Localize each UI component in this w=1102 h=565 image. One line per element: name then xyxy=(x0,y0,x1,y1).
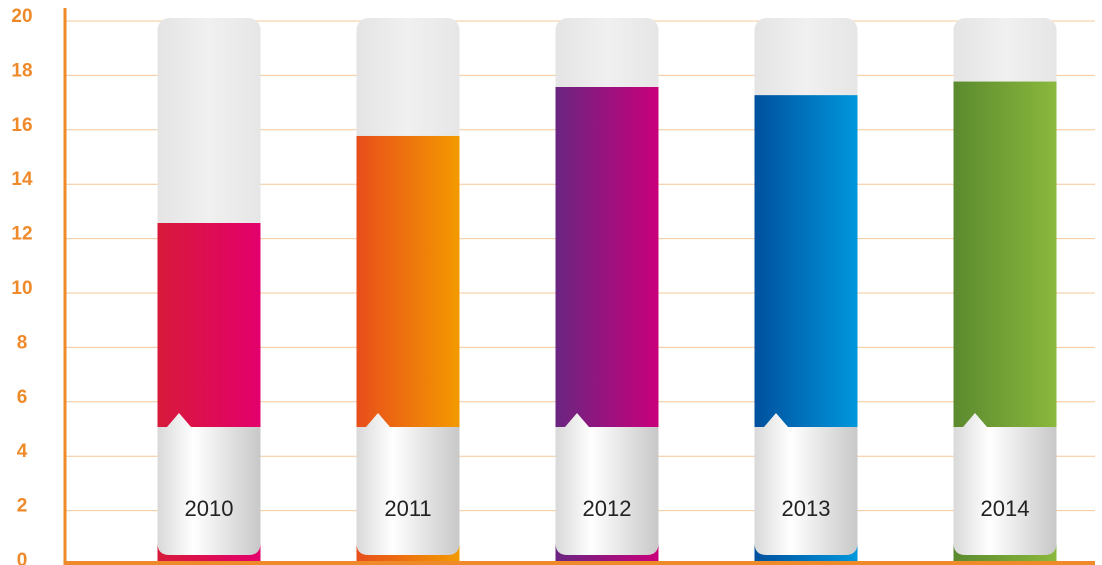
y-tick-label: 18 xyxy=(11,60,32,81)
x-tick-label: 2010 xyxy=(185,496,234,521)
y-tick-label: 16 xyxy=(11,115,32,136)
label-tab xyxy=(157,413,261,555)
x-tick-label: 2013 xyxy=(782,496,831,521)
y-tick-label: 14 xyxy=(11,169,33,190)
label-tab xyxy=(555,413,659,555)
x-tick-label: 2014 xyxy=(981,496,1030,521)
y-tick-label: 20 xyxy=(11,6,32,27)
x-tick-label: 2012 xyxy=(583,496,632,521)
label-tab xyxy=(754,413,858,555)
label-tab xyxy=(953,413,1057,555)
y-tick-label: 12 xyxy=(11,224,32,245)
y-tick-label: 4 xyxy=(17,441,28,462)
y-tick-label: 2 xyxy=(17,496,28,517)
y-tick-label: 8 xyxy=(17,332,28,353)
label-tab xyxy=(356,413,460,555)
x-tick-label: 2011 xyxy=(384,496,431,521)
y-tick-label: 0 xyxy=(17,550,28,565)
y-tick-label: 6 xyxy=(17,387,28,408)
y-tick-label: 10 xyxy=(11,278,32,299)
